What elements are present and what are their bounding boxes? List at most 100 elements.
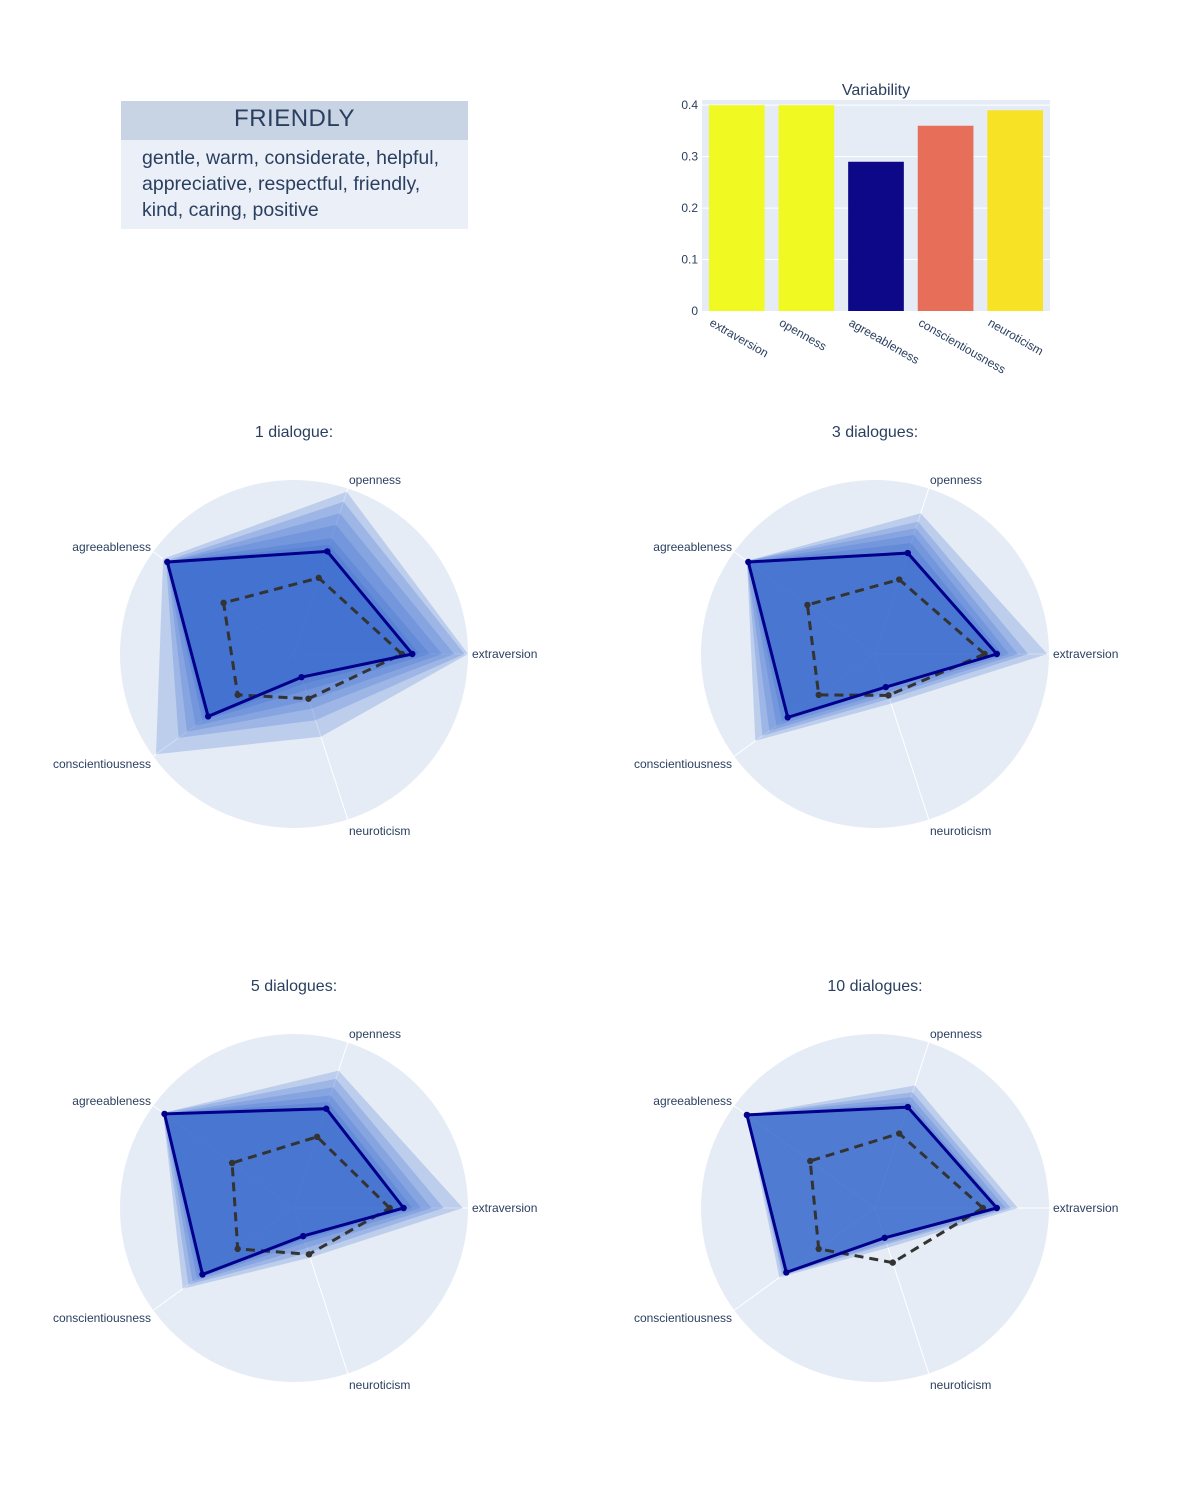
radar-final-line — [746, 551, 1000, 720]
card-title: FRIENDLY — [121, 101, 468, 140]
friendly-card: FRIENDLY gentle, warm, considerate, help… — [121, 101, 468, 229]
radar-final-point — [784, 714, 791, 721]
radar-title: 10 dialogues: — [827, 978, 922, 995]
radar-title: 3 dialogues: — [832, 424, 918, 441]
card-line-1: gentle, warm, considerate, helpful, — [142, 147, 439, 169]
radar-final-point — [904, 549, 911, 557]
radar-axis-label-neuroticism: neuroticism — [349, 1378, 410, 1392]
radar-reference-point — [315, 574, 322, 582]
radar-final-fill — [164, 1108, 404, 1275]
bar-neuroticism — [987, 110, 1044, 311]
radar-axis-label-openness: openness — [349, 1027, 401, 1041]
radar-final-line — [745, 1105, 1000, 1275]
radar-final-point — [882, 683, 889, 691]
radar-reference-point — [228, 1159, 236, 1167]
radar-axis-label-extraversion: extraversion — [472, 647, 537, 661]
radar-reference-point — [895, 576, 903, 583]
radar-axis-label-neuroticism: neuroticism — [930, 1378, 991, 1392]
radar-axis-label-agreeableness: agreeableness — [653, 1094, 732, 1108]
radar-final-line — [165, 549, 416, 719]
radar-reference-point — [305, 695, 312, 702]
radar-chart-2: 3 dialogues: extraversion openness agreeabl… — [634, 424, 1118, 838]
x-tick-label: neuroticism — [986, 315, 1046, 358]
bar-chart-title: Variability — [842, 82, 910, 99]
radar-axis-label-extraversion: extraversion — [472, 1201, 537, 1215]
radar-final-fill — [167, 551, 413, 717]
radar-reference-line — [230, 1135, 393, 1256]
radar-reference-point — [815, 691, 822, 699]
radar-final-fill — [748, 553, 997, 718]
card-line-2: appreciative, respectful, friendly, — [142, 173, 421, 195]
radar-final-point — [161, 1110, 168, 1118]
radar-final-point — [299, 1232, 307, 1240]
radar-reference-point — [305, 1251, 313, 1258]
radar-final-point — [743, 1111, 751, 1119]
radar-final-point — [324, 548, 331, 555]
radar-final-point — [400, 1204, 407, 1212]
radar-reference-point — [313, 1133, 321, 1141]
radar-axis-label-conscientiousness: conscientiousness — [53, 1311, 151, 1325]
x-tick-label: openness — [777, 315, 829, 353]
bar-extraversion — [708, 105, 765, 312]
radar-reference-line — [805, 577, 988, 697]
variability-bar-chart: 0 0.1 0.2 0.3 0.4 extraversion openness agreeab… — [681, 82, 1050, 377]
radar-reference-point — [807, 1157, 814, 1165]
radar-spoke — [293, 653, 349, 820]
radar-title: 5 dialogues: — [251, 978, 337, 995]
radar-final-point — [993, 650, 1000, 658]
x-tick-label: extraversion — [707, 315, 771, 360]
card-description: gentle, warm, considerate, helpful, appr… — [121, 140, 468, 229]
radar-reference-line — [221, 576, 405, 701]
radar-final-point — [204, 713, 212, 720]
radar-reference-point — [386, 1204, 393, 1212]
radar-axis-label-conscientiousness: conscientiousness — [634, 1311, 732, 1325]
radar-reference-point — [234, 691, 241, 699]
card-line-3: kind, caring, positive — [142, 199, 319, 221]
radar-chart-3: 5 dialogues: extraversion openness agreeabl… — [53, 978, 537, 1392]
radar-title: 1 dialogue: — [255, 424, 333, 441]
bar-agreeableness — [848, 161, 904, 311]
radar-axis-label-openness: openness — [349, 473, 401, 487]
radar-final-point — [164, 558, 171, 566]
radar-chart-1: 1 dialogue: extraversion openness agreeable… — [53, 424, 537, 838]
radar-axis-label-neuroticism: neuroticism — [349, 824, 410, 838]
bar-openness — [778, 105, 835, 312]
radar-chart-4: 10 dialogues: extraversion openness agreeab… — [634, 978, 1118, 1392]
radar-final-point — [881, 1234, 888, 1241]
radar-axis-label-agreeableness: agreeableness — [72, 1094, 151, 1108]
radar-reference-point — [220, 599, 227, 607]
y-tick-label: 0.2 — [681, 201, 698, 215]
y-tick-label: 0.3 — [681, 150, 698, 164]
radar-axis-label-agreeableness: agreeableness — [653, 540, 732, 554]
radar-axis-label-extraversion: extraversion — [1053, 647, 1118, 661]
radar-final-point — [298, 673, 305, 681]
radar-final-line — [162, 1107, 407, 1277]
radar-final-point — [323, 1105, 330, 1112]
radar-axis-label-openness: openness — [930, 473, 982, 487]
radar-reference-line — [808, 1131, 986, 1265]
radar-reference-point — [234, 1245, 241, 1253]
radar-reference-point — [885, 692, 892, 699]
y-tick-label: 0.4 — [681, 98, 698, 112]
radar-final-point — [745, 558, 752, 566]
radar-axis-label-conscientiousness: conscientiousness — [53, 757, 151, 771]
radar-reference-point — [895, 1130, 903, 1137]
bar-conscientiousness — [917, 125, 974, 311]
radar-reference-point — [815, 1245, 822, 1253]
radar-axis-label-extraversion: extraversion — [1053, 1201, 1118, 1215]
y-tick-label: 0.1 — [681, 253, 698, 267]
radar-reference-point — [889, 1259, 896, 1266]
radar-final-fill — [746, 1107, 997, 1273]
radar-final-point — [783, 1269, 790, 1276]
radar-axis-label-conscientiousness: conscientiousness — [634, 757, 732, 771]
x-tick-label: agreeableness — [847, 315, 922, 366]
radar-final-point — [993, 1204, 1000, 1212]
radar-final-point — [409, 650, 416, 658]
radar-reference-point — [804, 601, 811, 609]
radar-final-point — [199, 1271, 206, 1278]
radar-reference-point — [979, 1204, 987, 1212]
radar-axis-label-neuroticism: neuroticism — [930, 824, 991, 838]
radar-axis-label-openness: openness — [930, 1027, 982, 1041]
radar-final-point — [904, 1103, 911, 1111]
